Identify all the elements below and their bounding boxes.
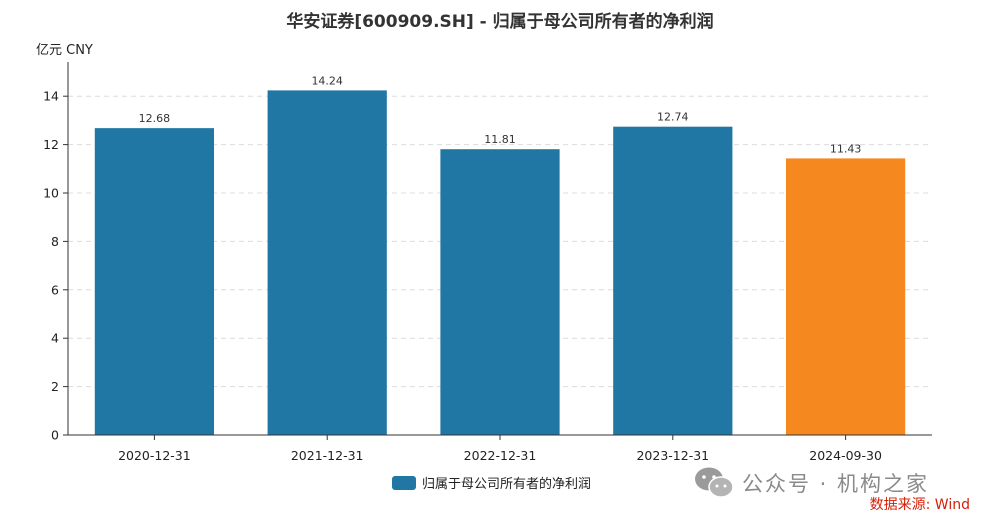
x-tick-label: 2022-12-31: [464, 448, 537, 463]
data-label: 14.24: [311, 74, 343, 87]
y-axis-unit-label: 亿元 CNY: [36, 43, 93, 58]
legend-swatch: [392, 476, 416, 490]
y-tick-label: 4: [51, 331, 59, 346]
x-tick-label: 2020-12-31: [118, 448, 191, 463]
y-tick-label: 2: [51, 379, 59, 394]
data-labels: 12.68 14.24 11.81 12.74 11.43: [139, 74, 862, 155]
y-tick-label: 8: [51, 234, 59, 249]
bar[interactable]: [94, 128, 215, 436]
y-tick-label: 12: [43, 137, 59, 152]
bar[interactable]: [613, 126, 733, 435]
data-label: 12.74: [657, 111, 689, 124]
data-label: 11.43: [830, 142, 862, 155]
bars: [94, 90, 906, 436]
source-note: 数据来源: Wind: [869, 497, 970, 513]
bar[interactable]: [267, 90, 387, 435]
y-tick-label: 14: [43, 89, 59, 104]
chart-title: 华安证券[600909.SH] - 归属于母公司所有者的净利润: [286, 11, 713, 32]
x-tick-label: 2024-09-30: [809, 448, 882, 463]
data-label: 11.81: [484, 133, 516, 146]
x-tick-label: 2023-12-31: [636, 448, 709, 463]
y-tick-label: 10: [43, 186, 59, 201]
watermark-text: 公众号 · 机构之家: [742, 472, 930, 496]
x-tick-label: 2021-12-31: [291, 448, 364, 463]
legend[interactable]: 归属于母公司所有者的净利润: [392, 476, 591, 492]
bar[interactable]: [785, 158, 906, 436]
bar[interactable]: [440, 149, 560, 435]
watermark: 公众号 · 机构之家: [694, 466, 929, 500]
data-label: 12.68: [139, 112, 171, 125]
legend-label: 归属于母公司所有者的净利润: [422, 476, 591, 492]
y-tick-label: 0: [51, 428, 59, 443]
y-tick-label: 6: [51, 282, 59, 297]
wechat-icon: [695, 467, 734, 498]
axes: 0 2 4 6 8 10 12 14 2020-12-31 2021-12-31 2022-12-3…: [43, 62, 932, 463]
